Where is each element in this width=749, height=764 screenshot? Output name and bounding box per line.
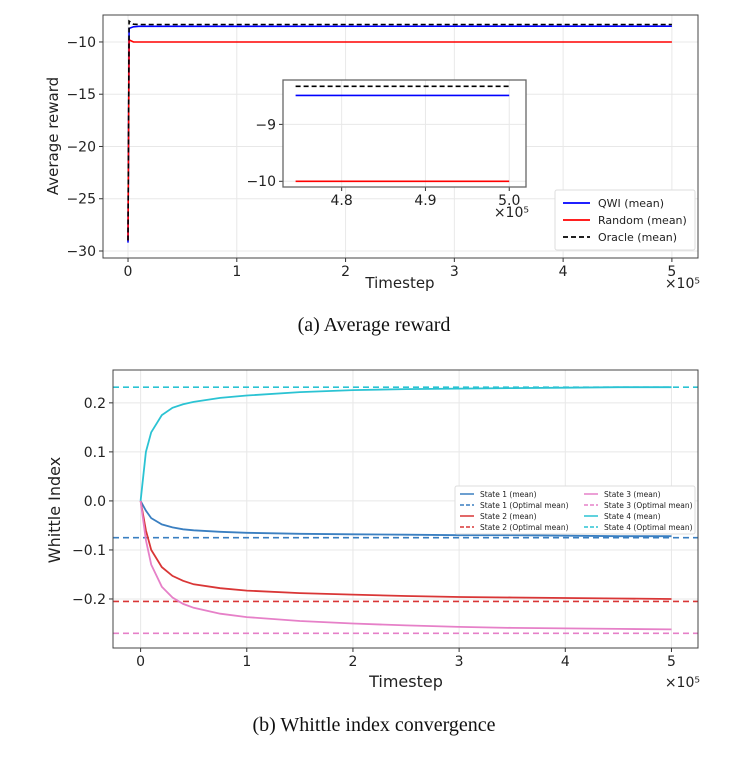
- y-tick-label: −0.2: [72, 592, 106, 608]
- legend-label: State 3 (Optimal mean): [604, 501, 693, 510]
- x-multiplier: ×10⁵: [665, 675, 700, 691]
- series-group: [127, 19, 672, 243]
- x-tick-label: 4.9: [414, 193, 436, 209]
- legend-label: State 2 (Optimal mean): [480, 523, 569, 532]
- series-line-random: [127, 38, 672, 241]
- caption-b: (b) Whittle index convergence: [252, 714, 495, 736]
- y-tick-label: −30: [66, 244, 96, 260]
- x-tick-label: 5: [667, 264, 676, 280]
- legend-label: State 3 (mean): [604, 490, 661, 499]
- y-axis-label: Average reward: [44, 77, 62, 195]
- inset-background: [283, 80, 526, 187]
- x-tick-label: 0: [136, 654, 145, 670]
- y-tick-label: −20: [66, 139, 96, 155]
- legend-box: [454, 485, 696, 535]
- x-tick-label: 2: [341, 264, 350, 280]
- x-tick-label: 1: [242, 654, 251, 670]
- y-tick-label: −10: [246, 174, 276, 190]
- series-line-state: [139, 500, 672, 538]
- legend-label: State 2 (mean): [480, 512, 537, 521]
- whittle-index-chart: 0 1 2 3 4 5 −0.2 −0.1 0.0 0.1 0.2 Timestep Whittle I…: [45, 369, 700, 691]
- plot-frame: [112, 369, 699, 649]
- series-line-state: [139, 386, 672, 501]
- inset-frame: [282, 79, 527, 188]
- series-line-state: [139, 500, 672, 631]
- average-reward-chart: 0 1 2 3 4 5 −30 −25 −20 −15 −10 Timestep Average rew…: [44, 14, 700, 292]
- y-axis-label: Whittle Index: [45, 457, 64, 563]
- y-tick-label: −10: [66, 35, 96, 51]
- x-tick-label: 5.0: [498, 193, 520, 209]
- legend-box: [554, 189, 696, 251]
- legend-label: State 1 (mean): [480, 490, 537, 499]
- y-tick-label: 0.0: [84, 494, 106, 510]
- legend: QWI (mean) Random (mean) Oracle (mean): [554, 189, 696, 251]
- y-tick-label: −25: [66, 192, 96, 208]
- series-line-state: [139, 500, 672, 600]
- y-tick-label: −15: [66, 87, 96, 103]
- y-tick-label: 0.2: [84, 396, 106, 412]
- x-axis-label: Timestep: [364, 274, 434, 292]
- series-line-oracle: [127, 19, 672, 241]
- legend-label: QWI (mean): [598, 197, 664, 210]
- x-tick-label: 4: [559, 264, 568, 280]
- x-tick-label: 3: [455, 654, 464, 670]
- y-tick-label: −9: [255, 117, 276, 133]
- x-tick-label: 1: [232, 264, 241, 280]
- plot-frame: [102, 14, 699, 259]
- legend-label: State 4 (Optimal mean): [604, 523, 693, 532]
- y-tick-label: −0.1: [72, 543, 106, 559]
- x-axis-label: Timestep: [368, 672, 443, 691]
- legend-label: State 4 (mean): [604, 512, 661, 521]
- x-tick-label: 4: [561, 654, 570, 670]
- x-tick-label: 3: [450, 264, 459, 280]
- x-tick-label: 0: [124, 264, 133, 280]
- x-tick-label: 4.8: [331, 193, 353, 209]
- y-tick-label: 0.1: [84, 445, 106, 461]
- legend-label: Random (mean): [598, 214, 687, 227]
- inset-x-multiplier: ×10⁵: [494, 205, 529, 221]
- legend-label: Oracle (mean): [598, 231, 677, 244]
- x-tick-label: 5: [667, 654, 676, 670]
- legend: State 1 (mean) State 1 (Optimal mean) Stat…: [454, 485, 696, 535]
- x-tick-label: 2: [348, 654, 357, 670]
- legend-label: State 1 (Optimal mean): [480, 501, 569, 510]
- caption-a: (a) Average reward: [298, 314, 451, 336]
- x-multiplier: ×10⁵: [665, 276, 700, 292]
